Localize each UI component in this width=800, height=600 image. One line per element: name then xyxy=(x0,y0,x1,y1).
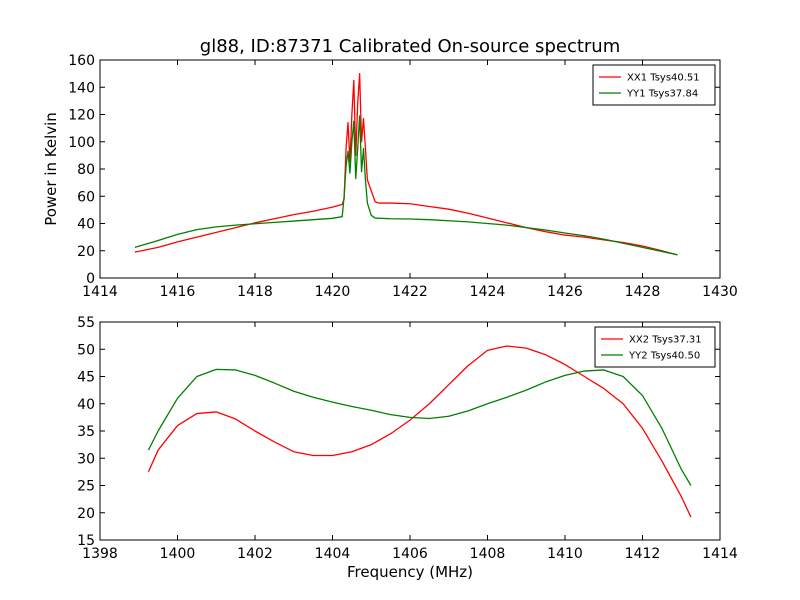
legend: XX2 Tsys37.31 YY2 Tsys40.50 xyxy=(594,326,716,368)
y-tick-label: 20 xyxy=(77,506,95,522)
x-tick-label: 1400 xyxy=(160,546,196,562)
x-tick-label: 1426 xyxy=(547,284,583,300)
x-tick-label: 1424 xyxy=(470,284,506,300)
legend-entry: XX1 Tsys40.51 xyxy=(627,73,700,84)
x-tick-label: 1406 xyxy=(392,546,428,562)
x-tick-label: 1404 xyxy=(315,546,351,562)
y-tick-label: 120 xyxy=(68,108,95,124)
y-tick-label: 160 xyxy=(68,53,95,69)
y-tick-label: 25 xyxy=(77,479,95,495)
y-tick-label: 40 xyxy=(77,217,95,233)
y-tick-label: 30 xyxy=(77,451,95,467)
chart-title: gl88, ID:87371 Calibrated On-source spec… xyxy=(200,36,620,57)
legend-entry: YY2 Tsys40.50 xyxy=(628,351,700,362)
y-tick-label: 20 xyxy=(77,244,95,260)
x-tick-label: 1414 xyxy=(82,284,118,300)
y-axis-label: Power in Kelvin xyxy=(42,112,60,226)
y-tick-label: 15 xyxy=(77,533,95,549)
legend: XX1 Tsys40.51 YY1 Tsys37.84 xyxy=(592,64,716,106)
y-tick-label: 50 xyxy=(77,342,95,358)
legend-box xyxy=(592,64,716,106)
series-line-xx1 xyxy=(134,72,678,256)
y-tick-label: 100 xyxy=(68,135,95,151)
x-tick-label: 1408 xyxy=(470,546,506,562)
y-tick-label: 45 xyxy=(77,370,95,386)
chart-panel-1: gl88, ID:87371 Calibrated On-source spec… xyxy=(42,36,738,300)
x-tick-label: 1416 xyxy=(160,284,196,300)
y-tick-label: 35 xyxy=(77,424,95,440)
x-tick-label: 1420 xyxy=(315,284,351,300)
series-line-yy1 xyxy=(134,115,678,256)
x-tick-label: 1428 xyxy=(625,284,661,300)
x-tick-label: 1402 xyxy=(237,546,273,562)
x-tick-label: 1430 xyxy=(702,284,738,300)
legend-entry: XX2 Tsys37.31 xyxy=(629,335,702,346)
legend-box xyxy=(594,326,716,368)
y-tick-label: 0 xyxy=(86,271,95,287)
x-tick-label: 1398 xyxy=(82,546,118,562)
x-tick-label: 1412 xyxy=(625,546,661,562)
chart-panel-2: 1398 1400 1402 1404 1406 1408 1410 1412 1414 15 20… xyxy=(77,315,738,581)
series-line-xx2 xyxy=(147,345,692,518)
y-tick-label: 55 xyxy=(77,315,95,331)
y-tick-label: 80 xyxy=(77,162,95,178)
legend-entry: YY1 Tsys37.84 xyxy=(626,89,698,100)
x-tick-label: 1414 xyxy=(702,546,738,562)
y-tick-label: 60 xyxy=(77,189,95,205)
x-tick-label: 1410 xyxy=(547,546,583,562)
y-tick-label: 140 xyxy=(68,80,95,96)
y-tick-label: 40 xyxy=(77,397,95,413)
x-axis-label: Frequency (MHz) xyxy=(347,563,473,581)
series-line-yy2 xyxy=(147,368,692,486)
x-tick-label: 1418 xyxy=(237,284,273,300)
x-tick-label: 1422 xyxy=(392,284,428,300)
